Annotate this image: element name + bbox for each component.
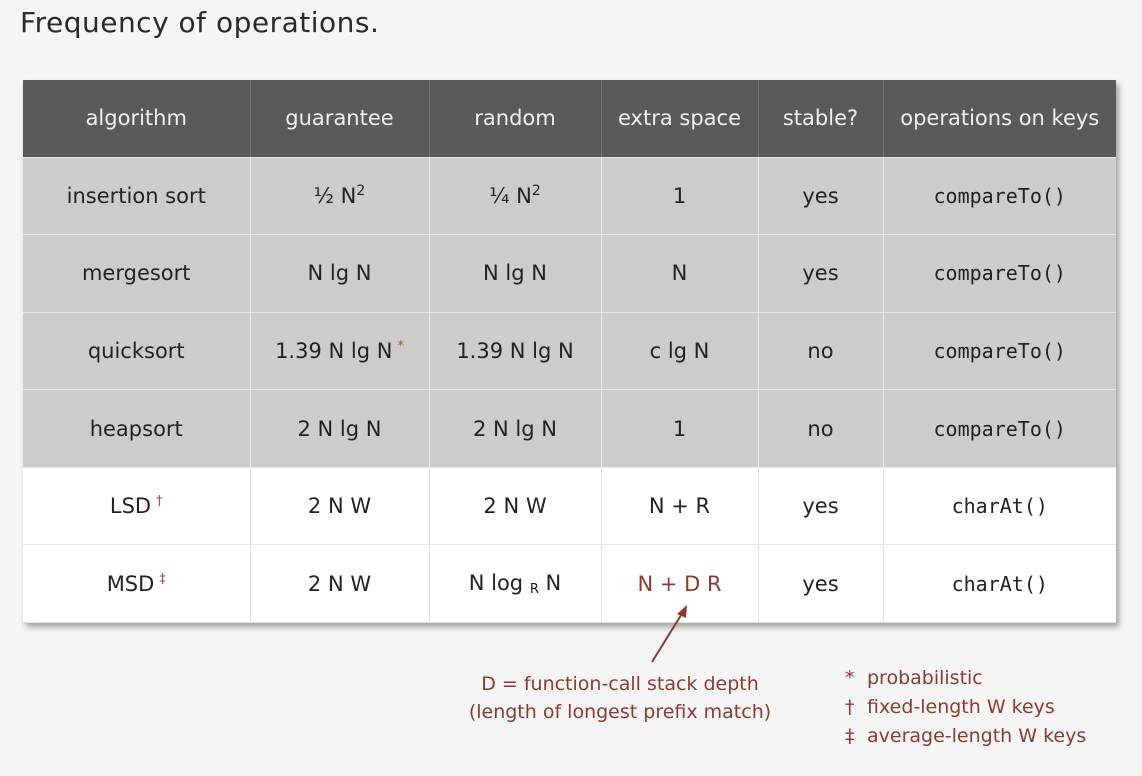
- cell-random: N lg N: [429, 234, 602, 313]
- cell-guarantee: 1.39 N lg N *: [250, 312, 430, 391]
- cell-stable: no: [758, 389, 884, 468]
- cell-random: ¼ N2: [429, 157, 602, 236]
- cell-random: 2 N lg N: [429, 389, 602, 468]
- double-dagger-mark: ‡: [159, 571, 166, 587]
- table-row: mergesort N lg N N lg N N yes compareTo(…: [23, 234, 1116, 313]
- cell-extra-space: c lg N: [601, 312, 759, 391]
- cell-operations: compareTo(): [883, 234, 1116, 313]
- callout-line-2: (length of longest prefix match): [468, 701, 772, 723]
- cell-stable: yes: [758, 234, 884, 313]
- cell-algorithm: heapsort: [23, 389, 251, 468]
- cell-extra-space: N: [601, 234, 759, 313]
- cell-extra-space: 1: [601, 389, 759, 468]
- comparison-table-container: algorithm guarantee random extra space s…: [23, 80, 1116, 624]
- header-extra-space: extra space: [601, 80, 759, 158]
- cell-algorithm: MSD ‡: [23, 544, 251, 624]
- cell-operations: compareTo(): [883, 389, 1116, 468]
- callout-arrow-icon: [651, 605, 687, 663]
- legend-symbol: *: [845, 667, 855, 689]
- cell-stable: yes: [758, 157, 884, 236]
- page-title: Frequency of operations.: [20, 6, 380, 39]
- header-guarantee: guarantee: [250, 80, 430, 158]
- header-algorithm: algorithm: [23, 80, 251, 158]
- cell-extra-space: N + R: [601, 467, 759, 546]
- legend-symbol: †: [845, 696, 855, 718]
- callout-line-1: D = function-call stack depth: [481, 673, 759, 695]
- cell-guarantee: 2 N lg N: [250, 389, 430, 468]
- cell-guarantee: 2 N W: [250, 467, 430, 546]
- cell-guarantee: 2 N W: [250, 544, 430, 624]
- legend: * probabilistic † fixed-length W keys ‡ ave…: [845, 664, 1086, 751]
- comparison-table: algorithm guarantee random extra space s…: [23, 80, 1116, 624]
- header-stable: stable?: [758, 80, 884, 158]
- header-operations: operations on keys: [883, 80, 1116, 158]
- cell-stable: yes: [758, 467, 884, 546]
- cell-operations: charAt(): [883, 467, 1116, 546]
- cell-extra-space: 1: [601, 157, 759, 236]
- cell-random: 1.39 N lg N: [429, 312, 602, 391]
- legend-item: * probabilistic: [845, 664, 1086, 693]
- table-row: quicksort 1.39 N lg N * 1.39 N lg N c lg …: [23, 312, 1116, 391]
- cell-stable: yes: [758, 544, 884, 624]
- cell-stable: no: [758, 312, 884, 391]
- table-row: heapsort 2 N lg N 2 N lg N 1 no compareT…: [23, 389, 1116, 468]
- cell-operations: compareTo(): [883, 157, 1116, 236]
- dagger-mark: †: [156, 494, 163, 510]
- cell-algorithm: insertion sort: [23, 157, 251, 236]
- cell-extra-space-highlight: N + D R: [601, 544, 759, 624]
- cell-random: N log R N: [429, 544, 602, 624]
- header-random: random: [429, 80, 602, 158]
- cell-algorithm: LSD †: [23, 467, 251, 546]
- legend-item: ‡ average-length W keys: [845, 722, 1086, 751]
- legend-item: † fixed-length W keys: [845, 693, 1086, 722]
- cell-operations: compareTo(): [883, 312, 1116, 391]
- table-row: MSD ‡ 2 N W N log R N N + D R yes charAt(…: [23, 544, 1116, 624]
- cell-random: 2 N W: [429, 467, 602, 546]
- cell-algorithm: mergesort: [23, 234, 251, 313]
- probabilistic-mark: *: [397, 338, 404, 354]
- cell-guarantee: ½ N2: [250, 157, 430, 236]
- cell-operations: charAt(): [883, 544, 1116, 624]
- cell-guarantee: N lg N: [250, 234, 430, 313]
- table-row: LSD † 2 N W 2 N W N + R yes charAt(): [23, 467, 1116, 546]
- legend-symbol: ‡: [845, 725, 855, 747]
- callout-note: D = function-call stack depth (length of…: [440, 670, 800, 726]
- header-row: algorithm guarantee random extra space s…: [23, 80, 1116, 158]
- cell-algorithm: quicksort: [23, 312, 251, 391]
- table-row: insertion sort ½ N2 ¼ N2 1 yes compareTo…: [23, 157, 1116, 236]
